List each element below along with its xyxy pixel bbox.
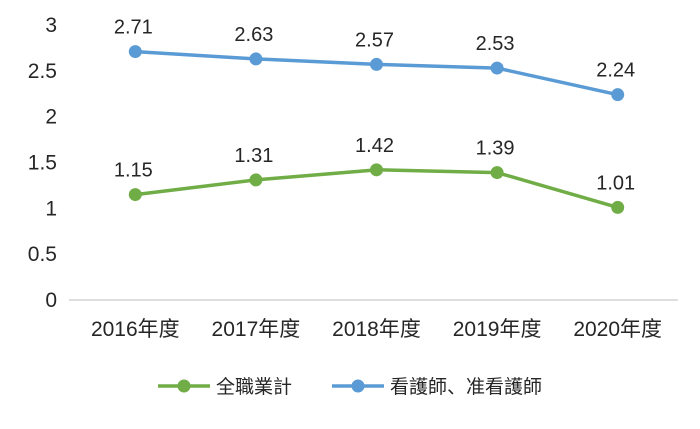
data-point bbox=[249, 173, 263, 187]
y-tick-label: 0.5 bbox=[28, 243, 57, 266]
data-label: 2.57 bbox=[355, 29, 394, 51]
x-tick-label: 2018年度 bbox=[332, 318, 421, 341]
data-point bbox=[128, 45, 142, 59]
data-label: 2.24 bbox=[596, 60, 635, 82]
data-point bbox=[490, 61, 504, 75]
data-point bbox=[611, 200, 625, 214]
data-label: 1.31 bbox=[234, 145, 273, 167]
legend-label: 看護師、准看護師 bbox=[390, 376, 542, 398]
legend-marker bbox=[177, 379, 191, 393]
y-tick-label: 2.5 bbox=[28, 60, 57, 83]
data-label: 1.39 bbox=[476, 138, 515, 160]
data-label: 1.01 bbox=[596, 172, 635, 194]
data-label: 2.63 bbox=[234, 24, 273, 46]
data-label: 1.42 bbox=[355, 135, 394, 157]
data-point bbox=[490, 166, 504, 180]
data-point bbox=[128, 188, 142, 202]
x-tick-label: 2020年度 bbox=[573, 318, 662, 341]
data-label: 2.71 bbox=[114, 17, 153, 39]
y-tick-label: 0 bbox=[45, 289, 57, 312]
x-tick-label: 2016年度 bbox=[91, 318, 180, 341]
data-label: 2.53 bbox=[476, 33, 515, 55]
x-tick-label: 2019年度 bbox=[453, 318, 542, 341]
data-point bbox=[370, 57, 383, 71]
data-point bbox=[249, 52, 263, 66]
legend-label: 全職業計 bbox=[216, 376, 292, 398]
data-point bbox=[611, 88, 625, 102]
y-tick-label: 1.5 bbox=[28, 152, 57, 175]
y-tick-label: 3 bbox=[45, 14, 57, 37]
x-tick-label: 2017年度 bbox=[212, 318, 301, 341]
y-tick-label: 2 bbox=[45, 106, 57, 129]
legend-marker bbox=[351, 379, 365, 393]
data-point bbox=[370, 163, 383, 177]
y-tick-label: 1 bbox=[45, 197, 57, 220]
data-label: 1.15 bbox=[114, 160, 153, 182]
